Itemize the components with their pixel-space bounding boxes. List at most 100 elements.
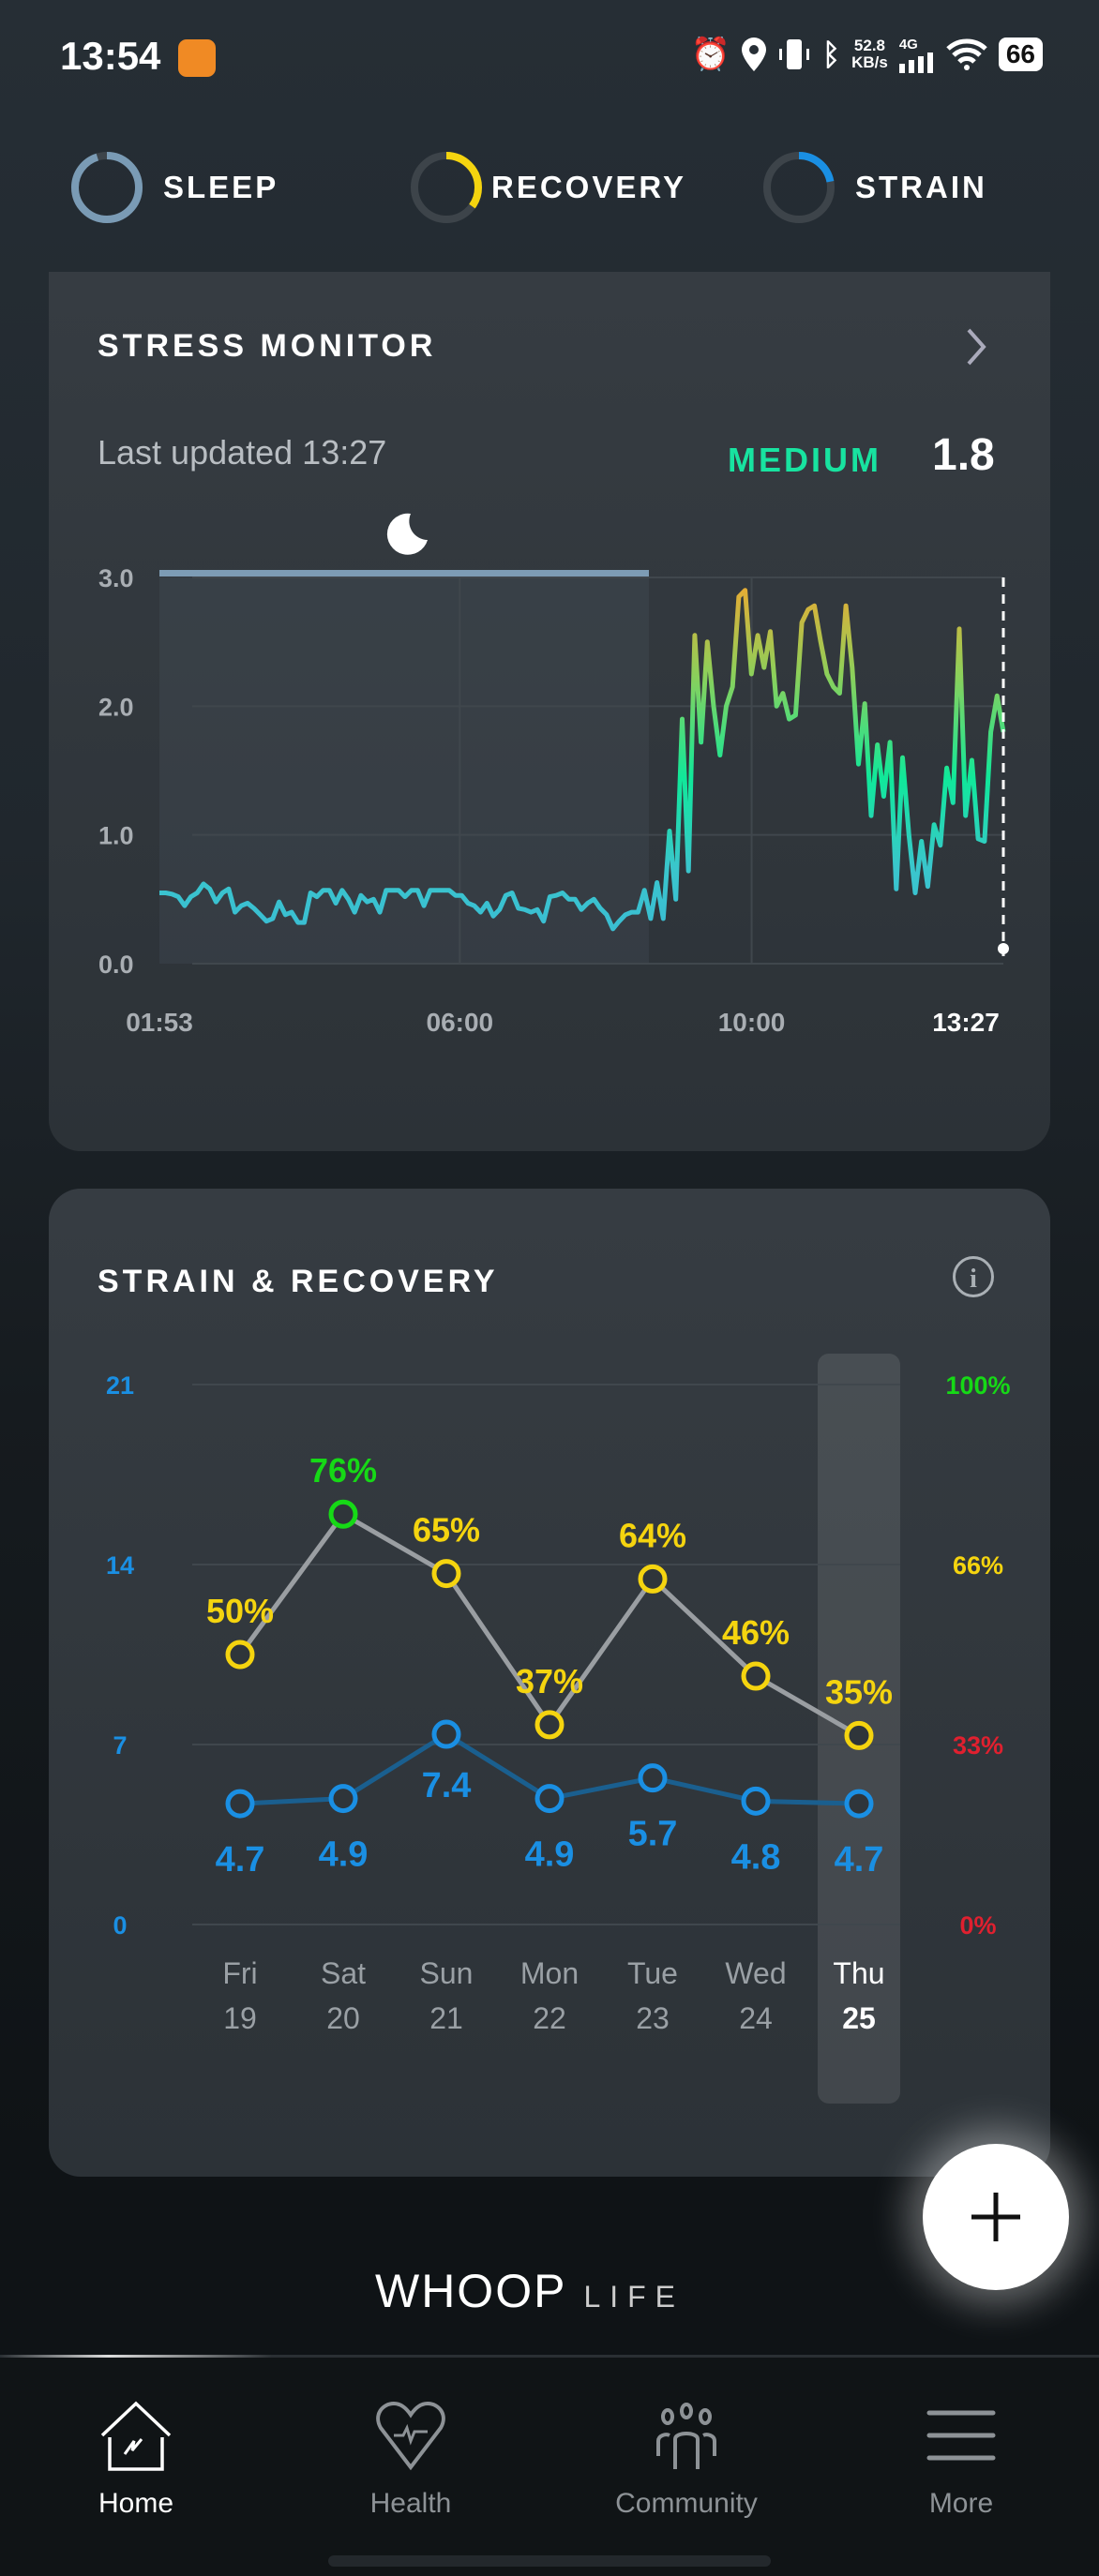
strain-value-label: 4.7	[835, 1840, 884, 1880]
strain-axis-label: 21	[106, 1371, 134, 1400]
strain-point	[225, 1789, 255, 1819]
status-icons: ⏰ ᛒ 52.8 KB/s 4G 66	[691, 36, 1043, 73]
chevron-right-icon[interactable]	[963, 326, 991, 367]
day-label: Thu	[833, 1956, 884, 1990]
x-tick-label: 06:00	[427, 1008, 494, 1037]
stress-monitor-card[interactable]: STRESS MONITOR Last updated 13:27 MEDIUM…	[49, 272, 1050, 1151]
tab-strain-label: STRAIN	[855, 170, 987, 204]
strain-point	[534, 1784, 565, 1814]
date-label: 23	[636, 2001, 670, 2035]
community-icon	[656, 2403, 716, 2469]
nav-more-label: More	[928, 2488, 994, 2519]
y-tick-label: 2.0	[98, 693, 134, 721]
app-notification-icon	[178, 39, 216, 77]
stress-value: 1.8	[932, 430, 995, 480]
y-tick-label: 1.0	[98, 822, 134, 850]
add-button[interactable]	[923, 2144, 1069, 2290]
tab-recovery[interactable]: RECOVERY	[409, 150, 686, 225]
strain-axis-label: 7	[113, 1731, 127, 1760]
brand-logo: WHOOP	[375, 2265, 567, 2317]
day-label: Wed	[725, 1956, 786, 1990]
strain-axis-label: 14	[106, 1551, 134, 1580]
ring-progress	[763, 152, 835, 223]
tab-sleep[interactable]: SLEEP	[69, 150, 279, 225]
network-type: 4G	[898, 36, 918, 52]
nav-home[interactable]: Home	[33, 2400, 239, 2520]
brand-suffix: LIFE	[583, 2280, 685, 2314]
nav-community[interactable]: Community	[583, 2400, 790, 2520]
stress-chart: 3.0 2.0 1.0 0.0 01:53 06:00 10:00 13:27	[98, 513, 1009, 1037]
recovery-point	[844, 1720, 874, 1750]
recovery-value-label: 37%	[516, 1662, 583, 1700]
stress-monitor-title: STRESS MONITOR	[98, 328, 437, 364]
sleep-period-bar	[159, 570, 649, 577]
bluetooth-icon: ᛒ	[821, 37, 841, 71]
bottom-nav	[0, 2358, 1099, 2576]
strain-recovery-card[interactable]: STRAIN & RECOVERY i	[49, 1189, 1050, 2177]
recovery-point	[225, 1640, 255, 1670]
heart-icon	[376, 2401, 445, 2471]
recovery-value-label: 65%	[413, 1511, 480, 1550]
strain-value-label: 4.9	[525, 1835, 575, 1875]
x-tick-label: 13:27	[932, 1008, 1000, 1037]
recovery-axis-label: 66%	[953, 1551, 1003, 1580]
tab-sleep-label: SLEEP	[163, 170, 279, 204]
home-indicator	[328, 2555, 771, 2567]
date-label: 21	[429, 2001, 463, 2035]
moon-icon	[386, 513, 428, 555]
nav-health-label: Health	[369, 2488, 452, 2519]
tab-recovery-label: RECOVERY	[491, 170, 686, 204]
nav-home-label: Home	[98, 2488, 174, 2519]
strain-value-label: 4.8	[731, 1837, 781, 1877]
nav-more[interactable]: More	[858, 2400, 1064, 2520]
ring-progress	[411, 152, 482, 223]
wifi-icon	[946, 38, 987, 70]
strain-value-label: 5.7	[628, 1815, 678, 1854]
recovery-axis-label: 33%	[953, 1731, 1003, 1760]
info-icon[interactable]: i	[953, 1256, 994, 1297]
day-label: Mon	[520, 1956, 579, 1990]
signal-icon: 4G	[898, 36, 935, 73]
recovery-axis-label: 0%	[959, 1911, 996, 1939]
plus-icon	[971, 2193, 1020, 2241]
strain-point	[328, 1784, 358, 1814]
whoop-life-logo: WHOOP LIFE	[375, 2264, 685, 2318]
y-tick-label: 0.0	[98, 951, 134, 979]
strain-point	[431, 1719, 461, 1749]
strain-axis-label: 0	[113, 1911, 127, 1939]
strain-point	[844, 1789, 874, 1819]
day-label: Tue	[627, 1956, 678, 1990]
ring-progress	[71, 152, 143, 223]
recovery-point	[638, 1564, 668, 1594]
stress-line	[159, 588, 1006, 932]
recovery-value-label: 46%	[722, 1613, 790, 1652]
menu-icon	[926, 2410, 996, 2461]
active-tab-indicator	[0, 2355, 272, 2358]
day-label: Sun	[420, 1956, 474, 1990]
strain-recovery-title: STRAIN & RECOVERY	[98, 1264, 499, 1299]
strain-value-label: 4.7	[216, 1840, 265, 1880]
recovery-value-label: 64%	[619, 1516, 686, 1554]
recovery-value-label: 35%	[825, 1672, 893, 1711]
strain-value-label: 7.4	[422, 1766, 472, 1805]
date-label: 19	[223, 2001, 257, 2035]
recovery-ring-icon	[411, 152, 482, 223]
x-tick-label: 10:00	[718, 1008, 786, 1037]
day-label: Sat	[321, 1956, 366, 1990]
location-icon	[741, 37, 766, 71]
date-label: 22	[533, 2001, 566, 2035]
recovery-point	[741, 1661, 771, 1691]
recovery-value-label: 50%	[206, 1592, 274, 1630]
stress-level: MEDIUM	[728, 441, 881, 479]
strain-point	[638, 1763, 668, 1793]
recovery-value-label: 76%	[309, 1451, 377, 1490]
net-speed-unit: KB/s	[851, 53, 888, 71]
status-time: 13:54	[60, 34, 161, 78]
nav-health[interactable]: Health	[308, 2400, 514, 2520]
tab-strain[interactable]: STRAIN	[761, 150, 987, 225]
sleep-ring-icon	[71, 152, 143, 223]
strain-recovery-chart: 21 100% 14 66% 7 33% 0 0% Fri 19 Sat 20 Sun 21 Mon 22 Tu…	[105, 1371, 1011, 2035]
home-icon	[100, 2401, 172, 2471]
battery-indicator: 66	[998, 37, 1043, 71]
strain-point	[741, 1786, 771, 1816]
